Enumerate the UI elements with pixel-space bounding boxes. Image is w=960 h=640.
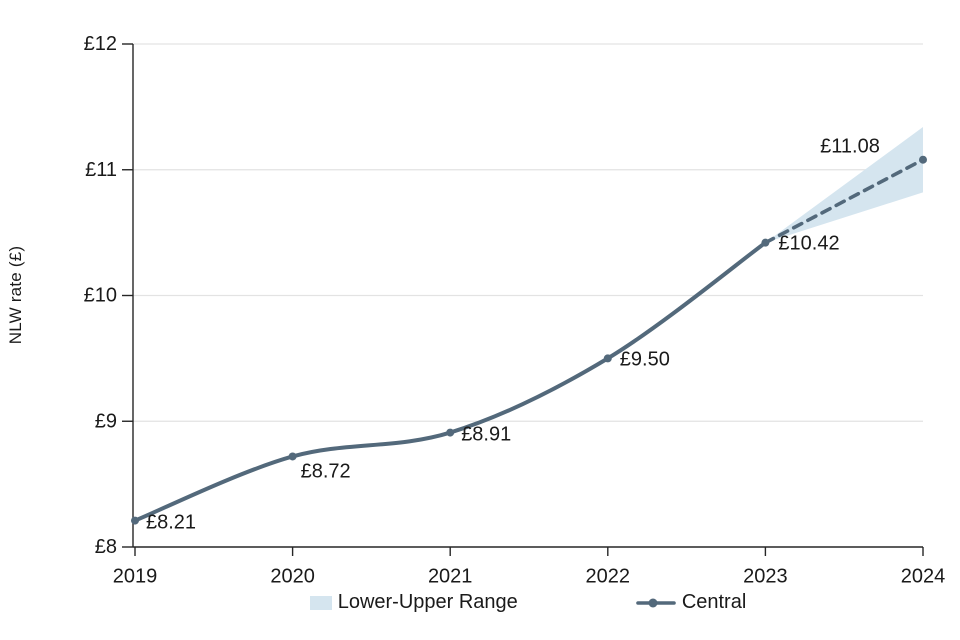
y-axis-title: NLW rate (£) <box>6 245 25 345</box>
range-swatch-icon <box>309 595 332 610</box>
central-line-marker-icon <box>636 596 676 610</box>
legend-central-label: Central <box>681 591 747 613</box>
y-tick-label: £10 <box>84 285 117 307</box>
data-point-marker <box>603 354 612 363</box>
legend-range-label: Lower-Upper Range <box>337 591 518 613</box>
data-point-label: £11.08 <box>820 136 880 158</box>
y-tick-label: £8 <box>95 536 117 558</box>
central-line-solid <box>133 240 768 523</box>
x-tick-label: 2023 <box>743 565 788 587</box>
x-tick-label: 2020 <box>270 565 315 587</box>
x-tick-label: 2024 <box>901 565 946 587</box>
data-point-marker <box>919 155 927 164</box>
central-line-dashed <box>763 157 925 245</box>
data-point-marker <box>131 516 139 525</box>
x-tick-label: 2022 <box>586 565 631 587</box>
legend-item-central: Central <box>636 591 746 614</box>
data-point-label: £8.72 <box>301 460 351 482</box>
legend-item-range: Lower-Upper Range <box>309 591 518 614</box>
y-tick-label: £12 <box>84 33 117 55</box>
y-tick-label: £11 <box>85 159 117 181</box>
x-tick-label: 2021 <box>428 565 473 587</box>
range-fan <box>765 126 923 243</box>
data-point-label: £10.42 <box>778 233 839 255</box>
data-point-marker <box>761 238 770 247</box>
data-point-label: £8.91 <box>461 424 511 446</box>
data-point-marker <box>446 428 455 437</box>
chart-legend: Lower-Upper Range Central <box>133 591 923 614</box>
y-tick-label: £9 <box>95 410 117 432</box>
data-point-label: £9.50 <box>620 348 670 370</box>
data-point-label: £8.21 <box>146 512 196 534</box>
x-tick-label: 2019 <box>113 565 158 587</box>
data-point-marker <box>288 452 297 461</box>
